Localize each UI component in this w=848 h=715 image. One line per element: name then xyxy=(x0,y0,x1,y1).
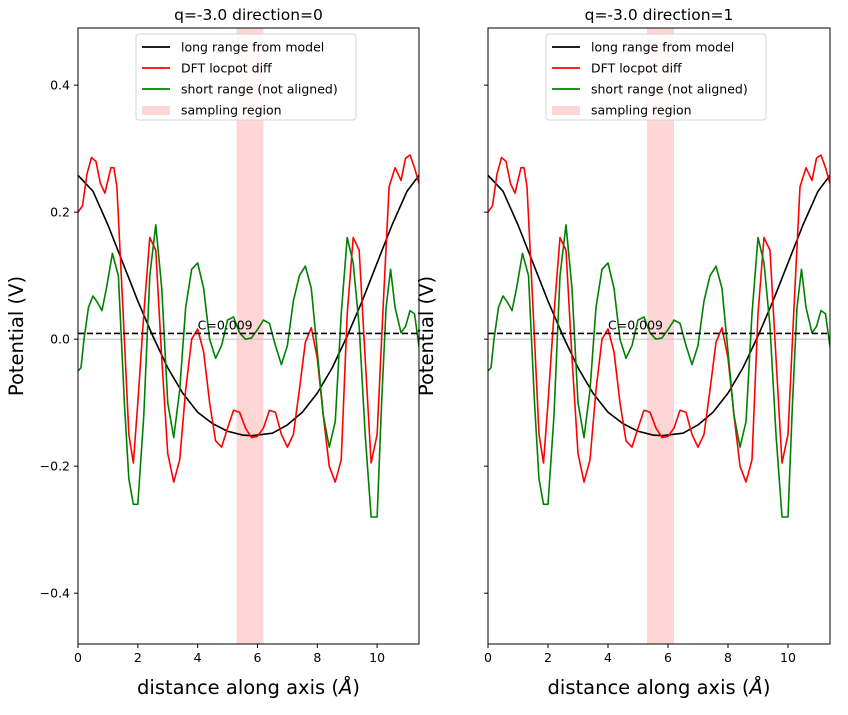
series-line-2 xyxy=(488,224,830,518)
legend-swatch-sampling xyxy=(552,106,580,115)
y-tick-label: 0.0 xyxy=(50,332,70,347)
chart-panel-1: C=0.009 0 2 4 6 8 10 q=-3.0 direction=1 distance… xyxy=(415,6,831,699)
x-tick-label: 0 xyxy=(484,650,492,665)
sampling-region-band xyxy=(236,28,264,644)
x-axis-label-close: ) xyxy=(352,676,360,699)
sampling-region-band xyxy=(647,28,674,644)
plot-area xyxy=(78,28,419,644)
axes-frame xyxy=(77,27,420,645)
axes-frame xyxy=(487,27,831,645)
series-line-0 xyxy=(488,174,830,437)
chart-title: q=-3.0 direction=0 xyxy=(174,6,323,24)
legend-box xyxy=(545,33,767,121)
x-tick-label: 0 xyxy=(74,650,82,665)
legend-label-0: long range from model xyxy=(591,40,734,55)
chart-title: q=-3.0 direction=1 xyxy=(585,6,734,24)
legend-label-1: DFT locpot diff xyxy=(181,61,272,76)
x-axis-label-close: ) xyxy=(763,676,771,699)
constant-label: C=0.009 xyxy=(608,317,663,332)
legend-label-0: long range from model xyxy=(181,40,324,55)
x-axis-label-unit: Å xyxy=(337,676,352,699)
x-axis-label: distance along axis (Å) xyxy=(548,676,771,699)
chart-panel-0: C=0.009 0 2 4 6 8 10 −0.4 −0.2 0.0 0.2 0.4 q=-3.0 di… xyxy=(5,6,420,699)
legend-label-1: DFT locpot diff xyxy=(591,61,682,76)
x-axis-label: distance along axis (Å) xyxy=(137,676,360,699)
legend-label-2: short range (not aligned) xyxy=(181,82,338,97)
x-tick-label: 8 xyxy=(313,650,321,665)
legend: long range from model DFT locpot diff shor… xyxy=(545,33,767,121)
y-tick-label: 0.4 xyxy=(50,78,70,93)
y-tick-label: −0.2 xyxy=(40,459,70,474)
y-tick-label: 0.2 xyxy=(50,205,70,220)
legend-label-2: short range (not aligned) xyxy=(591,82,748,97)
y-axis-label: Potential (V) xyxy=(5,276,28,396)
y-tick-label: −0.4 xyxy=(40,586,70,601)
x-axis-label-text: distance along axis ( xyxy=(548,676,750,699)
x-tick-label: 10 xyxy=(369,650,385,665)
x-tick-label: 6 xyxy=(253,650,261,665)
y-axis-label: Potential (V) xyxy=(415,276,438,396)
series-line-1 xyxy=(488,154,830,483)
series-line-2 xyxy=(78,224,419,518)
series-line-1 xyxy=(78,154,419,483)
x-tick-label: 4 xyxy=(194,650,202,665)
x-tick-label: 8 xyxy=(724,650,732,665)
constant-label: C=0.009 xyxy=(198,317,253,332)
x-tick-label: 2 xyxy=(134,650,142,665)
legend-swatch-sampling xyxy=(142,106,170,115)
legend-label-sampling: sampling region xyxy=(591,103,692,118)
x-tick-label: 10 xyxy=(780,650,796,665)
x-tick-label: 4 xyxy=(604,650,612,665)
legend: long range from model DFT locpot diff shor… xyxy=(135,33,357,121)
x-tick-label: 6 xyxy=(664,650,672,665)
plot-area xyxy=(488,28,830,644)
x-tick-label: 2 xyxy=(544,650,552,665)
legend-box xyxy=(135,33,357,121)
series-line-0 xyxy=(78,174,419,437)
legend-label-sampling: sampling region xyxy=(181,103,282,118)
x-axis-label-text: distance along axis ( xyxy=(137,676,339,699)
x-axis-label-unit: Å xyxy=(747,676,762,699)
